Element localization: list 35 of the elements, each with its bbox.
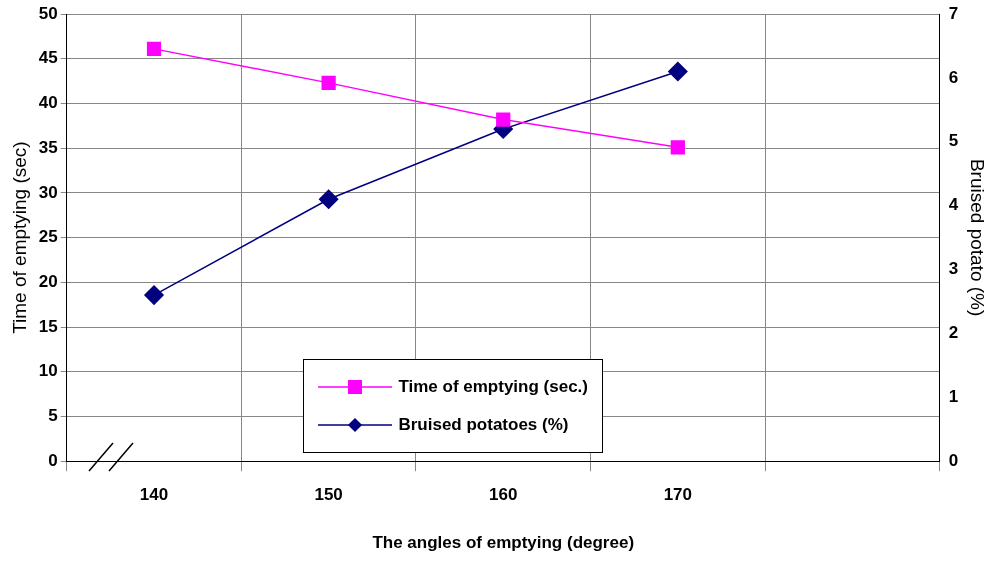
y2-tick-label: 7 xyxy=(948,3,959,23)
y2-tick-label: 1 xyxy=(948,387,959,406)
point xyxy=(321,75,336,90)
point xyxy=(670,140,685,155)
y-tick-label: 0 xyxy=(48,450,58,470)
point xyxy=(146,41,162,56)
x-tick-label: 170 xyxy=(663,485,693,505)
x-tick-label: 140 xyxy=(139,485,169,505)
point xyxy=(144,285,164,305)
y-tick-label: 40 xyxy=(38,93,58,113)
y-axis-title: Time of emptying (sec) xyxy=(8,141,30,334)
point xyxy=(668,61,688,82)
y-tick-label: 15 xyxy=(38,316,58,336)
point xyxy=(496,112,511,127)
y-tick-label: 45 xyxy=(38,48,58,68)
y-tick-label: 20 xyxy=(38,272,58,292)
legend-label: Time of emptying (sec.) xyxy=(398,377,588,398)
y-tick-label: 10 xyxy=(38,361,58,381)
y2-tick-label: 3 xyxy=(948,259,959,279)
y2-tick-label: 0 xyxy=(948,450,959,470)
y2-tick-label: 6 xyxy=(948,67,959,87)
x-tick-label: 150 xyxy=(314,485,343,505)
y-tick-label: 25 xyxy=(38,227,58,247)
y2-axis-title: Bruised potato (%) xyxy=(967,158,989,317)
point xyxy=(318,189,339,210)
y2-tick-label: 2 xyxy=(948,323,959,343)
legend-label: Bruised potatoes (%) xyxy=(398,415,569,436)
y2-tick-label: 5 xyxy=(948,131,959,151)
y-tick-label: 35 xyxy=(38,137,58,157)
y-tick-label: 30 xyxy=(38,182,58,202)
y2-tick-label: 4 xyxy=(948,195,959,215)
y-tick-label: 5 xyxy=(48,406,58,426)
x-axis-title: The angles of emptying (degree) xyxy=(372,533,635,553)
y-tick-label: 50 xyxy=(38,3,58,23)
x-tick-label: 160 xyxy=(489,485,518,505)
